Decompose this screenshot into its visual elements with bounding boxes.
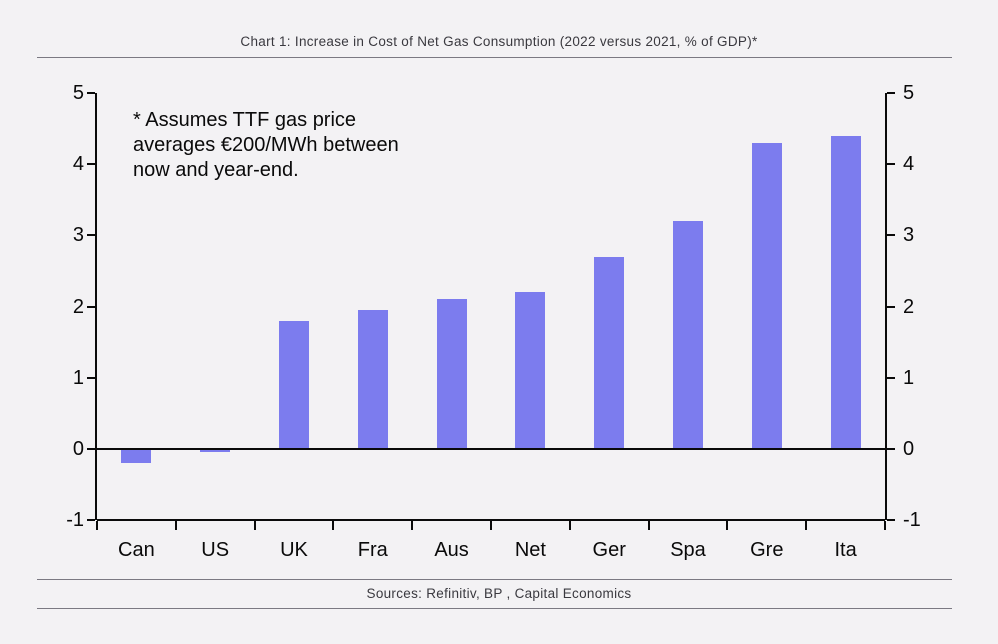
x-tick [726, 521, 729, 530]
bar-spa [673, 221, 703, 449]
y-label-right-3: 3 [903, 224, 915, 247]
x-tick [568, 521, 571, 530]
zero-line [97, 447, 885, 450]
y-tick-right [887, 234, 895, 237]
x-label-ita: Ita [834, 539, 857, 561]
x-tick [490, 521, 492, 530]
bar-net [515, 292, 546, 449]
x-tick [96, 521, 98, 530]
y-tick-right [887, 519, 895, 521]
x-tick [647, 521, 650, 530]
y-label-left--1: -1 [66, 509, 84, 531]
x-label-us: US [201, 539, 230, 561]
x-tick [174, 521, 177, 530]
y-tick-left [87, 376, 95, 379]
y-tick-right [887, 447, 895, 450]
top-divider [37, 57, 952, 58]
y-tick-right [887, 92, 895, 94]
sources-text: Sources: Refinitiv, BP , Capital Economi… [366, 586, 632, 601]
footer-divider-top [37, 579, 952, 580]
x-axis-bottom [97, 519, 885, 521]
x-tick [411, 521, 414, 530]
y-label-left-3: 3 [72, 224, 84, 247]
bar-ita [830, 135, 861, 449]
bar-uk [279, 320, 309, 449]
y-label-right--1: -1 [903, 509, 921, 531]
x-tick [332, 521, 335, 530]
x-label-aus: Aus [434, 539, 469, 561]
x-tick [884, 521, 886, 530]
bar-gre [751, 142, 782, 449]
x-tick [253, 521, 256, 530]
y-tick-right [887, 305, 895, 308]
chart-annotation: * Assumes TTF gas price averages €200/MW… [133, 109, 399, 181]
y-label-left-5: 5 [72, 82, 84, 104]
bar-fra [357, 310, 388, 449]
y-tick-left [87, 163, 95, 166]
y-axis-left [95, 93, 97, 520]
x-label-ger: Ger [592, 539, 626, 561]
y-label-left-0: 0 [72, 437, 84, 460]
x-label-fra: Fra [357, 539, 388, 561]
x-tick [805, 521, 808, 530]
chart-title: Chart 1: Increase in Cost of Net Gas Con… [240, 34, 758, 49]
y-tick-right [887, 163, 895, 166]
bar-us [200, 448, 231, 453]
y-label-right-4: 4 [903, 153, 915, 176]
y-label-left-4: 4 [72, 153, 84, 176]
y-label-right-0: 0 [903, 437, 915, 460]
bar-aus [436, 299, 467, 449]
bar-can [121, 448, 152, 464]
y-label-left-1: 1 [72, 366, 84, 389]
x-label-spa: Spa [670, 539, 706, 561]
y-tick-left [87, 234, 95, 237]
bar-ger [594, 256, 625, 449]
y-tick-left [87, 305, 95, 308]
y-axis-right [885, 93, 887, 520]
y-tick-left [87, 519, 95, 521]
x-label-gre: Gre [750, 539, 784, 561]
y-label-right-1: 1 [903, 366, 915, 389]
x-label-can: Can [118, 539, 155, 561]
y-tick-left [87, 92, 95, 94]
x-label-net: Net [514, 539, 546, 561]
y-label-left-2: 2 [72, 295, 84, 318]
y-label-right-2: 2 [903, 295, 915, 318]
y-tick-right [887, 376, 895, 379]
y-tick-left [87, 447, 95, 450]
y-label-right-5: 5 [903, 82, 915, 104]
x-label-uk: UK [280, 539, 308, 561]
footer-divider-bottom [37, 608, 952, 609]
